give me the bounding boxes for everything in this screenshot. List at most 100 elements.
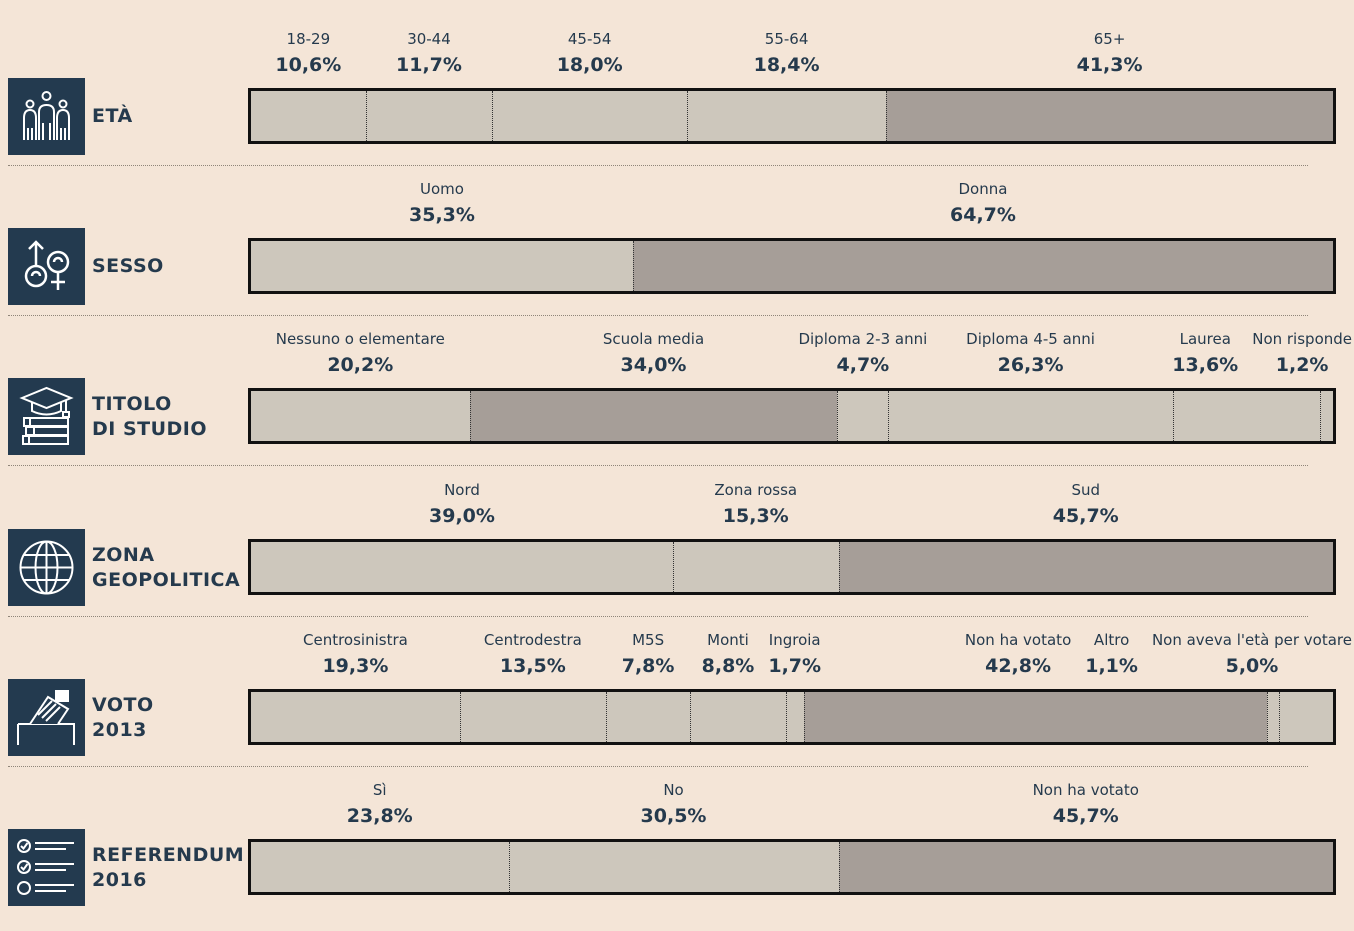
segment-value-label: 8,8%: [701, 655, 755, 677]
stacked-bar: [248, 238, 1336, 294]
ballot-box-icon: [8, 679, 85, 756]
row-label: SESSO: [92, 228, 164, 305]
row-divider: [8, 766, 1308, 767]
segment-value-label: 26,3%: [997, 354, 1064, 376]
segment-category-label: Altro: [1093, 631, 1130, 649]
bar-segment: [1278, 692, 1333, 742]
segment-value-label: 45,7%: [1052, 805, 1119, 827]
segment-value-label: 19,3%: [322, 655, 389, 677]
row-titolo: TITOLO DI STUDIO Nessuno o elementare 20,2%…: [0, 300, 1354, 466]
segment-category-label: 30-44: [407, 30, 451, 48]
row-label-line: DI STUDIO: [92, 417, 208, 440]
bar-segment: [837, 391, 889, 441]
stacked-bar: [248, 839, 1336, 895]
row-label: REFERENDUM 2016: [92, 829, 244, 906]
segment-value-label: 1,2%: [1275, 354, 1329, 376]
segment-value-label: 30,5%: [640, 805, 707, 827]
row-label: TITOLO DI STUDIO: [92, 378, 207, 455]
segment-category-label: Non risponde: [1252, 330, 1352, 348]
bar-segment: [251, 542, 673, 592]
segment-category-label: M5S: [632, 631, 665, 649]
graduation-books-icon: [8, 378, 85, 455]
segment-value-label: 4,7%: [836, 354, 890, 376]
segment-value-label: 1,7%: [768, 655, 822, 677]
bar-segment: [365, 91, 493, 141]
segment-category-label: Sud: [1071, 481, 1101, 499]
row-label: VOTO 2013: [92, 679, 154, 756]
checklist-icon: [8, 829, 85, 906]
bar-segment: [459, 692, 606, 742]
segment-value-label: 13,5%: [499, 655, 566, 677]
segment-value-label: 42,8%: [985, 655, 1052, 677]
bar-segment: [508, 842, 839, 892]
row-label-line: SESSO: [92, 255, 164, 277]
segment-value-label: 11,7%: [396, 54, 462, 76]
row-referendum: REFERENDUM 2016 Sì 23,8% No 30,5% Non ha votat…: [0, 751, 1354, 906]
segment-category-label: Monti: [707, 631, 749, 649]
segment-category-label: Non ha votato: [1032, 781, 1139, 799]
segment-value-label: 18,0%: [556, 54, 623, 76]
segment-category-label: Donna: [958, 180, 1008, 198]
segment-category-label: 55-64: [764, 30, 809, 48]
bar-segment: [251, 842, 509, 892]
people-icon: [8, 78, 85, 155]
stacked-bar: [248, 88, 1336, 144]
row-eta: ETÀ 18-29 10,6% 30-44 11,7% 45-54 18,0% 55-64 18…: [0, 0, 1354, 166]
segment-value-label: 20,2%: [327, 354, 394, 376]
row-zona: ZONA GEOPOLITICA Nord 39,0% Zona rossa 15,3% S…: [0, 451, 1354, 617]
segment-value-label: 34,0%: [620, 354, 687, 376]
bar-segment: [690, 692, 786, 742]
stacked-bar: [248, 689, 1336, 745]
bar-segment: [605, 692, 691, 742]
row-label: ETÀ: [92, 78, 133, 155]
segment-category-label: Scuola media: [602, 330, 705, 348]
bar-segment: [469, 391, 838, 441]
segment-category-label: Centrodestra: [483, 631, 582, 649]
stacked-bar: [248, 539, 1336, 595]
row-label-line: GEOPOLITICA: [92, 568, 241, 591]
row-divider: [8, 616, 1308, 617]
bar-segment: [1320, 391, 1333, 441]
bar-segment: [888, 391, 1173, 441]
segment-category-label: Laurea: [1179, 330, 1231, 348]
bar-segment: [1172, 391, 1320, 441]
segment-category-label: Zona rossa: [714, 481, 798, 499]
segment-value-label: 64,7%: [950, 204, 1016, 226]
bar-segment: [785, 692, 804, 742]
bar-segment: [838, 542, 1333, 592]
segment-category-label: 18-29: [286, 30, 331, 48]
segment-category-label: Diploma 2-3 anni: [798, 330, 928, 348]
globe-icon: [8, 529, 85, 606]
gender-icon: [8, 228, 85, 305]
segment-category-label: Diploma 4-5 anni: [966, 330, 1095, 348]
bar-segment: [886, 91, 1333, 141]
segment-category-label: Non aveva l'età per votare: [1151, 631, 1352, 649]
bar-segment: [803, 692, 1267, 742]
segment-category-label: Ingroia: [768, 631, 821, 649]
row-label-line: VOTO: [92, 693, 154, 716]
bar-segment: [632, 241, 1333, 291]
bar-segment: [687, 91, 887, 141]
segment-category-label: No: [663, 781, 684, 799]
segment-category-label: Uomo: [419, 180, 464, 198]
row-label-line: TITOLO: [92, 392, 172, 415]
bar-segment: [838, 842, 1333, 892]
segment-value-label: 7,8%: [621, 655, 675, 677]
row-divider: [8, 465, 1308, 466]
row-label-line: 2013: [92, 718, 147, 741]
segment-value-label: 18,4%: [753, 54, 820, 76]
segment-value-label: 1,1%: [1085, 655, 1138, 677]
row-voto: VOTO 2013 Centrosinistra 19,3% Centrodestra 1…: [0, 601, 1354, 767]
bar-segment: [672, 542, 839, 592]
segment-category-label: 65+: [1093, 30, 1126, 48]
segment-value-label: 45,7%: [1052, 505, 1119, 527]
row-label-line: ZONA: [92, 543, 155, 566]
bar-segment: [251, 241, 633, 291]
segment-category-label: Nessuno o elementare: [275, 330, 445, 348]
segment-category-label: Centrosinistra: [302, 631, 408, 649]
segment-value-label: 35,3%: [409, 204, 475, 226]
row-label: ZONA GEOPOLITICA: [92, 529, 240, 606]
row-label-line: 2016: [92, 868, 147, 891]
row-label-line: REFERENDUM: [92, 843, 245, 866]
bar-segment: [251, 692, 460, 742]
